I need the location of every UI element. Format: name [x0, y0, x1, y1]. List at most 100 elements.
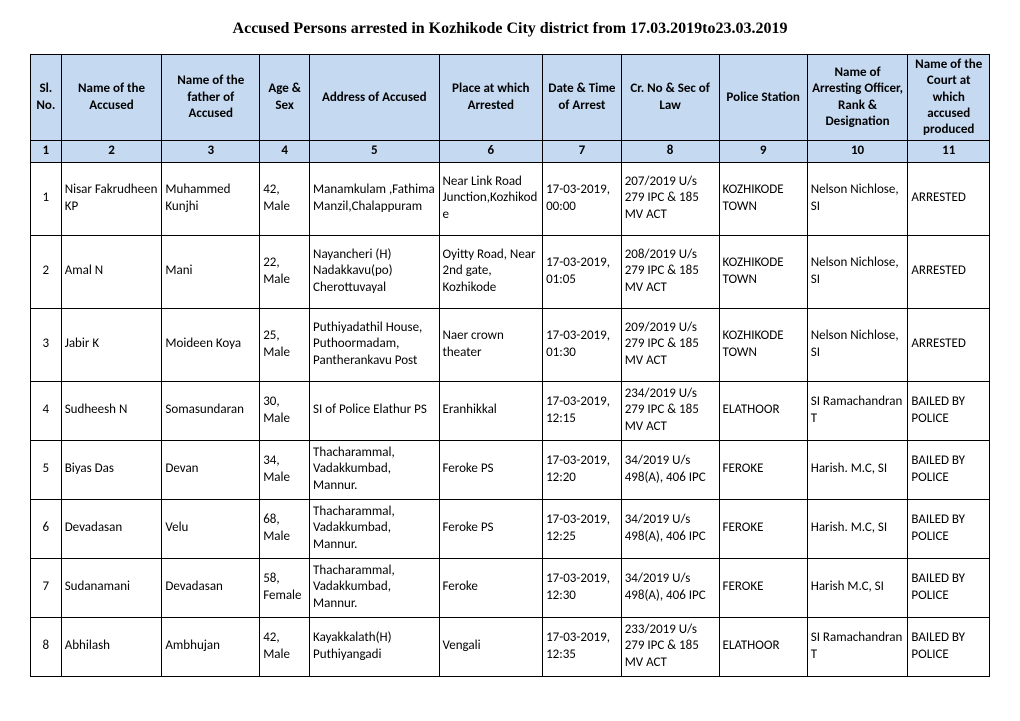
table-header-cell: Sl. No.: [31, 55, 62, 141]
table-cell: 25, Male: [260, 308, 310, 381]
table-cell: Feroke PS: [439, 440, 543, 499]
table-colnum-cell: 5: [310, 141, 439, 162]
table-cell: 207/2019 U/s 279 IPC & 185 MV ACT: [621, 162, 719, 235]
table-cell: 58, Female: [260, 558, 310, 617]
table-header-cell: Name of Arresting Officer, Rank & Design…: [807, 55, 908, 141]
table-cell: Manamkulam ,Fathima Manzil,Chalappuram: [310, 162, 439, 235]
table-colnum-cell: 3: [162, 141, 260, 162]
table-cell: Devadasan: [162, 558, 260, 617]
table-cell: 22, Male: [260, 235, 310, 308]
table-header-cell: Age & Sex: [260, 55, 310, 141]
table-cell: Nelson Nichlose, SI: [807, 162, 908, 235]
table-header-cell: Name of the father of Accused: [162, 55, 260, 141]
table-cell: BAILED BY POLICE: [908, 381, 990, 440]
table-cell: Harish. M.C, SI: [807, 440, 908, 499]
table-body: 1Nisar Fakrudheen KPMuhammed Kunjhi42, M…: [31, 162, 990, 676]
table-cell: 209/2019 U/s 279 IPC & 185 MV ACT: [621, 308, 719, 381]
table-cell: Harish. M.C, SI: [807, 499, 908, 558]
table-cell: Sudanamani: [61, 558, 162, 617]
table-cell: 8: [31, 617, 62, 676]
table-header-cell: Name of the Accused: [61, 55, 162, 141]
table-cell: Devan: [162, 440, 260, 499]
table-cell: Thacharammal, Vadakkumbad, Mannur.: [310, 499, 439, 558]
table-row: 6DevadasanVelu68, MaleThacharammal, Vada…: [31, 499, 990, 558]
table-cell: 42, Male: [260, 162, 310, 235]
table-cell: Jabir K: [61, 308, 162, 381]
table-row: 4Sudheesh NSomasundaran30, MaleSI of Pol…: [31, 381, 990, 440]
table-cell: 17-03-2019, 12:25: [543, 499, 622, 558]
table-cell: ARRESTED: [908, 308, 990, 381]
table-cell: 208/2019 U/s 279 IPC & 185 MV ACT: [621, 235, 719, 308]
table-cell: SI of Police Elathur PS: [310, 381, 439, 440]
table-cell: 17-03-2019, 01:05: [543, 235, 622, 308]
table-header-cell: Address of Accused: [310, 55, 439, 141]
table-cell: 2: [31, 235, 62, 308]
table-cell: FEROKE: [719, 499, 807, 558]
table-cell: 34, Male: [260, 440, 310, 499]
table-header-cell: Cr. No & Sec of Law: [621, 55, 719, 141]
table-cell: ELATHOOR: [719, 381, 807, 440]
table-cell: FEROKE: [719, 440, 807, 499]
table-colnum-cell: 6: [439, 141, 543, 162]
table-cell: 34/2019 U/s 498(A), 406 IPC: [621, 558, 719, 617]
table-cell: 17-03-2019, 00:00: [543, 162, 622, 235]
table-cell: Feroke PS: [439, 499, 543, 558]
table-cell: ARRESTED: [908, 235, 990, 308]
table-header-cell: Place at which Arrested: [439, 55, 543, 141]
table-cell: BAILED BY POLICE: [908, 617, 990, 676]
table-colnum-cell: 11: [908, 141, 990, 162]
table-cell: 68, Male: [260, 499, 310, 558]
table-cell: Naer crown theater: [439, 308, 543, 381]
table-row: 8AbhilashAmbhujan42, MaleKayakkalath(H) …: [31, 617, 990, 676]
table-cell: KOZHIKODE TOWN: [719, 235, 807, 308]
table-cell: Nelson Nichlose, SI: [807, 235, 908, 308]
table-cell: 30, Male: [260, 381, 310, 440]
table-cell: 17-03-2019, 12:15: [543, 381, 622, 440]
table-cell: 17-03-2019, 12:20: [543, 440, 622, 499]
table-cell: Harish M.C, SI: [807, 558, 908, 617]
table-cell: Velu: [162, 499, 260, 558]
table-cell: Muhammed Kunjhi: [162, 162, 260, 235]
table-cell: Devadasan: [61, 499, 162, 558]
table-cell: BAILED BY POLICE: [908, 499, 990, 558]
table-cell: 17-03-2019, 12:30: [543, 558, 622, 617]
table-header-cell: Name of the Court at which accused produ…: [908, 55, 990, 141]
table-row: 7SudanamaniDevadasan58, FemaleThacharamm…: [31, 558, 990, 617]
table-cell: Eranhikkal: [439, 381, 543, 440]
table-cell: ELATHOOR: [719, 617, 807, 676]
table-cell: 17-03-2019, 01:30: [543, 308, 622, 381]
table-cell: Near Link Road Junction,Kozhikode: [439, 162, 543, 235]
table-row: 2Amal NMani22, MaleNayancheri (H) Nadakk…: [31, 235, 990, 308]
table-cell: 4: [31, 381, 62, 440]
table-cell: Biyas Das: [61, 440, 162, 499]
table-cell: Mani: [162, 235, 260, 308]
table-cell: Somasundaran: [162, 381, 260, 440]
table-cell: Nayancheri (H) Nadakkavu(po) Cherottuvay…: [310, 235, 439, 308]
table-header-cell: Date & Time of Arrest: [543, 55, 622, 141]
table-cell: Puthiyadathil House, Puthoormadam, Panth…: [310, 308, 439, 381]
table-cell: Nelson Nichlose, SI: [807, 308, 908, 381]
table-cell: 42, Male: [260, 617, 310, 676]
page-title: Accused Persons arrested in Kozhikode Ci…: [30, 20, 990, 38]
table-cell: Nisar Fakrudheen KP: [61, 162, 162, 235]
arrests-table: Sl. No.Name of the AccusedName of the fa…: [30, 54, 990, 677]
table-cell: Feroke: [439, 558, 543, 617]
table-row: 1Nisar Fakrudheen KPMuhammed Kunjhi42, M…: [31, 162, 990, 235]
table-header-row: Sl. No.Name of the AccusedName of the fa…: [31, 55, 990, 141]
table-cell: Oyitty Road, Near 2nd gate, Kozhikode: [439, 235, 543, 308]
table-colnum-cell: 1: [31, 141, 62, 162]
table-cell: Amal N: [61, 235, 162, 308]
table-header-cell: Police Station: [719, 55, 807, 141]
table-cell: Moideen Koya: [162, 308, 260, 381]
table-cell: Sudheesh N: [61, 381, 162, 440]
table-cell: FEROKE: [719, 558, 807, 617]
table-colnum-cell: 10: [807, 141, 908, 162]
table-cell: 3: [31, 308, 62, 381]
table-cell: Ambhujan: [162, 617, 260, 676]
table-cell: 6: [31, 499, 62, 558]
table-number-row: 1234567891011: [31, 141, 990, 162]
table-cell: Thacharammal, Vadakkumbad, Mannur.: [310, 558, 439, 617]
table-row: 5Biyas DasDevan34, MaleThacharammal, Vad…: [31, 440, 990, 499]
table-cell: 34/2019 U/s 498(A), 406 IPC: [621, 499, 719, 558]
table-cell: Kayakkalath(H) Puthiyangadi: [310, 617, 439, 676]
